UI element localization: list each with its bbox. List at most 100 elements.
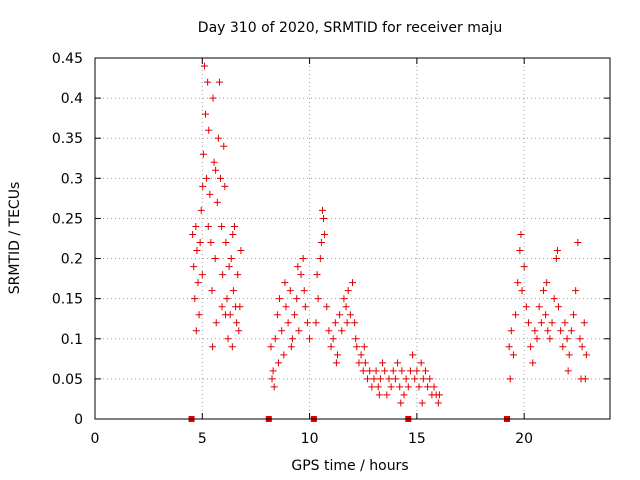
data-point (353, 343, 361, 351)
data-point (284, 319, 292, 327)
data-point (214, 134, 222, 142)
data-point (301, 303, 309, 311)
data-point (204, 222, 212, 230)
data-point (535, 303, 543, 311)
data-point (208, 287, 216, 295)
data-point (544, 327, 552, 335)
data-point (581, 375, 589, 383)
data-point (555, 303, 562, 311)
data-point (276, 295, 284, 303)
y-tick-label: 0.35 (52, 131, 83, 147)
data-point (389, 367, 397, 375)
data-point (514, 279, 522, 287)
data-point (223, 295, 231, 303)
data-point (565, 351, 573, 359)
y-tick-label: 0.05 (52, 372, 83, 388)
plot-frame (94, 57, 611, 420)
data-point (404, 383, 412, 391)
data-point (210, 158, 218, 166)
data-point (321, 230, 329, 238)
data-point (406, 367, 414, 375)
y-tick-label: 0.45 (52, 51, 83, 67)
data-point (402, 375, 410, 383)
data-point (563, 335, 571, 343)
data-point (281, 279, 289, 287)
data-point (211, 255, 219, 263)
data-point (192, 222, 200, 230)
data-point (570, 311, 578, 319)
data-point (582, 351, 590, 359)
data-point (381, 367, 389, 375)
data-point (237, 247, 245, 255)
data-point (372, 367, 380, 375)
data-point (278, 327, 286, 335)
data-point (419, 375, 427, 383)
x-axis: 0 5 10 15 20 (91, 58, 533, 447)
data-point (229, 287, 237, 295)
data-point (227, 255, 235, 263)
data-point (426, 375, 434, 383)
data-point (531, 327, 539, 335)
data-point (506, 375, 514, 383)
data-point (537, 319, 545, 327)
data-point (218, 222, 226, 230)
data-point (282, 303, 290, 311)
data-point (325, 327, 333, 335)
data-point (233, 319, 241, 327)
data-point (317, 239, 325, 247)
data-point (553, 247, 561, 255)
data-point (552, 255, 560, 263)
data-point (193, 247, 201, 255)
data-point (343, 319, 351, 327)
data-point (394, 359, 402, 367)
data-point (209, 343, 217, 351)
data-point (418, 399, 426, 407)
data-point (352, 335, 360, 343)
data-point (293, 295, 301, 303)
y-tick-label: 0.25 (52, 211, 83, 227)
data-point (576, 335, 584, 343)
data-point (516, 247, 524, 255)
data-point (572, 287, 580, 295)
data-point (522, 303, 530, 311)
data-point (413, 367, 421, 375)
data-point (396, 383, 404, 391)
data-point (374, 383, 382, 391)
data-point (387, 383, 395, 391)
data-point (323, 303, 331, 311)
data-point (557, 327, 565, 335)
data-point (421, 367, 429, 375)
data-point (524, 319, 532, 327)
data-point (303, 319, 311, 327)
data-point (191, 295, 199, 303)
data-point (215, 78, 223, 86)
data-point (520, 263, 528, 271)
data-point (567, 327, 575, 335)
data-point (229, 230, 237, 238)
data-point (199, 182, 207, 190)
data-point (287, 343, 295, 351)
data-point (234, 271, 242, 279)
data-point (212, 319, 220, 327)
data-point (400, 391, 408, 399)
data-point (202, 110, 210, 118)
y-tick-label: 0.15 (52, 292, 83, 308)
data-point (220, 142, 228, 150)
data-point (270, 383, 278, 391)
data-point (316, 255, 324, 263)
y-axis-label: SRMTID / TECUs (7, 182, 23, 295)
data-point (366, 367, 374, 375)
data-point (206, 190, 214, 198)
data-point (385, 375, 393, 383)
data-point (340, 295, 348, 303)
data-point (507, 327, 515, 335)
data-point (336, 311, 344, 319)
data-point (299, 255, 307, 263)
data-point (533, 335, 541, 343)
data-point (357, 351, 365, 359)
x-axis-label: GPS time / hours (291, 458, 408, 474)
data-point (411, 375, 419, 383)
data-point (550, 295, 558, 303)
data-point (359, 367, 367, 375)
data-point (360, 343, 368, 351)
